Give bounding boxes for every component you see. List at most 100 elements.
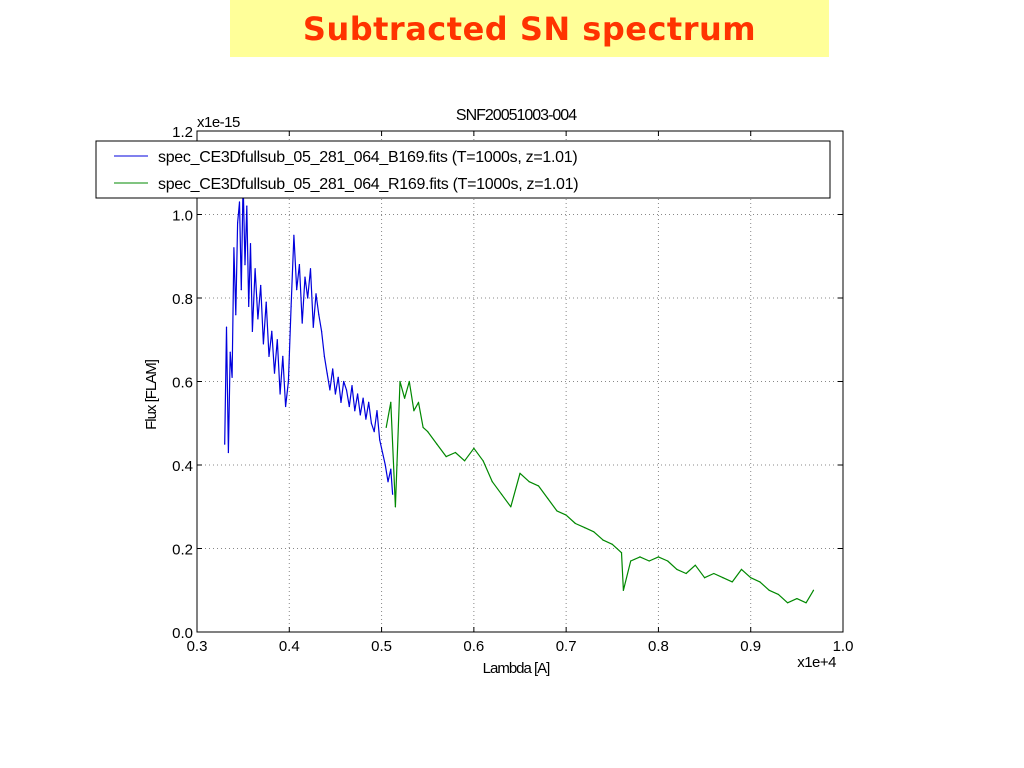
- data-point-green: [385, 426, 387, 429]
- data-point-green: [777, 593, 780, 596]
- data-point-green: [611, 543, 613, 545]
- data-point-blue: [365, 418, 367, 420]
- grid: [197, 131, 843, 632]
- data-point-blue: [244, 264, 246, 266]
- data-point-blue: [373, 431, 375, 433]
- data-point-blue: [249, 243, 252, 245]
- data-point-green: [500, 493, 503, 495]
- data-point-blue: [381, 451, 384, 454]
- data-point-blue: [246, 205, 248, 207]
- data-point-blue: [248, 305, 250, 307]
- data-point-green: [620, 552, 623, 554]
- data-point-green: [622, 589, 624, 591]
- data-point-blue: [225, 326, 228, 328]
- data-point-green: [731, 581, 733, 583]
- data-point-green: [565, 514, 567, 516]
- data-point-blue: [318, 314, 320, 316]
- data-point-blue: [301, 322, 303, 324]
- x-tick-label: 0.7: [556, 638, 577, 655]
- data-point-green: [593, 531, 595, 533]
- data-point-green: [482, 460, 484, 462]
- data-point-green: [510, 506, 512, 508]
- chart-title: SNF20051003-004: [456, 107, 577, 124]
- series-line-blue: [224, 180, 394, 495]
- data-point-green: [750, 577, 752, 579]
- data-point-blue: [348, 405, 350, 408]
- data-point-blue: [287, 380, 289, 383]
- data-point-blue: [233, 247, 235, 249]
- data-point-blue: [254, 268, 256, 270]
- data-point-blue: [273, 372, 276, 374]
- data-point-blue: [238, 201, 241, 203]
- data-point-blue: [284, 405, 287, 408]
- data-point-blue: [332, 368, 334, 370]
- data-point-blue: [260, 284, 262, 287]
- data-point-blue: [235, 314, 237, 316]
- data-point-green: [713, 572, 715, 575]
- x-tick-label: 0.5: [371, 638, 392, 655]
- data-point-green: [394, 506, 397, 508]
- data-point-blue: [298, 264, 301, 266]
- data-point-blue: [282, 355, 284, 358]
- data-point-green: [648, 560, 650, 562]
- data-point-green: [454, 451, 456, 454]
- data-point-green: [667, 560, 669, 562]
- data-point-green: [796, 598, 798, 600]
- x-tick-label: 0.6: [463, 638, 484, 655]
- data-point-blue: [384, 464, 386, 466]
- data-point-blue: [356, 393, 359, 395]
- data-point-blue: [334, 393, 337, 395]
- data-point-green: [537, 485, 540, 487]
- legend-entry-green: spec_CE3Dfullsub_05_281_064_R169.fits (T…: [158, 176, 578, 193]
- x-tick-label: 1.0: [833, 638, 854, 655]
- data-point-green: [676, 568, 678, 570]
- data-point-blue: [368, 401, 370, 403]
- x-tick-label: 0.4: [279, 638, 300, 655]
- data-point-blue: [320, 330, 323, 332]
- slide-title: Subtracted SN spectrum: [230, 0, 829, 57]
- legend-box: [95, 140, 831, 199]
- data-point-green: [584, 527, 586, 529]
- y-axis-label: Flux [FLAM]: [143, 359, 160, 430]
- data-point-green: [703, 577, 706, 579]
- data-point-blue: [359, 414, 361, 416]
- data-point-blue: [265, 301, 267, 303]
- data-point-blue: [326, 372, 328, 374]
- data-point-blue: [315, 293, 317, 295]
- data-point-green: [630, 560, 632, 562]
- data-point-blue: [237, 222, 239, 224]
- data-point-blue: [376, 410, 378, 412]
- data-point-green: [759, 581, 761, 583]
- legend-entry-blue: spec_CE3Dfullsub_05_281_064_B169.fits (T…: [158, 149, 577, 166]
- data-point-blue: [227, 451, 229, 454]
- data-point-green: [740, 568, 743, 570]
- data-point-blue: [304, 276, 306, 278]
- data-point-green: [556, 510, 558, 512]
- x-axis-label: Lambda [A]: [483, 660, 551, 677]
- data-point-green: [768, 589, 770, 591]
- data-point-blue: [337, 376, 339, 378]
- data-point-green: [427, 431, 429, 433]
- data-point-blue: [392, 493, 394, 495]
- data-point-green: [519, 472, 521, 474]
- y-tick-label: 0.8: [172, 291, 193, 308]
- data-point-blue: [279, 393, 281, 395]
- data-point-green: [787, 602, 789, 604]
- y-tick-label: 0.4: [172, 458, 193, 475]
- y-tick-label: 0.0: [172, 625, 193, 642]
- data-point-blue: [379, 439, 381, 441]
- data-point-blue: [351, 385, 353, 387]
- data-point-blue: [362, 397, 364, 399]
- data-point-green: [473, 447, 475, 449]
- data-point-green: [390, 401, 392, 403]
- data-point-green: [408, 380, 410, 383]
- y-tick-label: 0.6: [172, 375, 193, 392]
- data-point-blue: [229, 351, 231, 353]
- data-point-green: [491, 481, 493, 483]
- data-point-blue: [293, 234, 295, 236]
- slide-title-text: Subtracted SN spectrum: [302, 9, 757, 48]
- data-point-blue: [312, 326, 314, 328]
- data-point-green: [722, 577, 724, 579]
- series-layer: [224, 180, 815, 604]
